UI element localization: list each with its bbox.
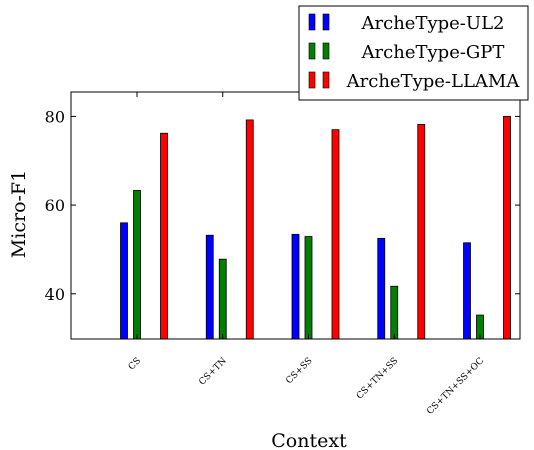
- legend-swatch-a: [308, 71, 316, 89]
- legend-entry-ArcheType-UL2: ArcheType-UL2: [308, 13, 505, 34]
- y-tick-labels: 40 60 80: [45, 107, 65, 303]
- legend-swatch-b: [322, 71, 330, 89]
- chart-marks: [120, 115, 511, 340]
- legend-label: ArcheType-GPT: [361, 42, 505, 63]
- bar-ArcheType-GPT-CS: [133, 190, 141, 340]
- y-tick-label-40: 40: [45, 285, 65, 304]
- bar-ArcheType-GPT-CS+TN+SS: [390, 285, 399, 340]
- legend-swatch-a: [308, 13, 316, 31]
- legend-label: ArcheType-LLAMA: [346, 71, 521, 92]
- y-axis-label: Micro-F1: [8, 170, 30, 258]
- bar-ArcheType-LLAMA-CS+TN+SS+OC: [503, 115, 511, 340]
- x-tick-label-CS+SS: CS+SS: [284, 356, 314, 386]
- legend-entry-ArcheType-LLAMA: ArcheType-LLAMA: [308, 71, 521, 92]
- x-axis-label: Context: [271, 430, 347, 450]
- x-tick-labels: CS CS+TN CS+SS CS+TN+SS CS+TN+SS+OC: [127, 356, 486, 417]
- x-tick-label-CS: CS: [127, 356, 143, 372]
- bar-ArcheType-UL2-CS+TN: [205, 234, 214, 340]
- y-tick-label-80: 80: [45, 107, 65, 126]
- x-tick-label-CS+TN: CS+TN: [197, 356, 229, 388]
- legend-swatch-b: [322, 42, 330, 60]
- legend-swatch-b: [322, 13, 330, 31]
- bar-ArcheType-GPT-CS+TN: [218, 258, 227, 340]
- legend-entry-ArcheType-GPT: ArcheType-GPT: [308, 42, 505, 63]
- bar-ArcheType-LLAMA-CS: [160, 132, 168, 340]
- bar-ArcheType-UL2-CS: [120, 222, 128, 340]
- plot-frame: [70, 91, 521, 340]
- legend-box: [298, 5, 529, 101]
- bar-ArcheType-LLAMA-CS+TN+SS: [417, 123, 426, 340]
- bar-ArcheType-UL2-CS+SS: [291, 233, 300, 340]
- x-tick-label-CS+TN+SS+OC: CS+TN+SS+OC: [425, 356, 486, 417]
- bar-ArcheType-LLAMA-CS+TN: [245, 119, 254, 340]
- bar-ArcheType-GPT-CS+SS: [304, 236, 313, 340]
- bar-ArcheType-UL2-CS+TN+SS+OC: [463, 242, 471, 340]
- x-tick-label-CS+TN+SS: CS+TN+SS: [355, 356, 400, 401]
- bar-ArcheType-UL2-CS+TN+SS: [377, 237, 386, 340]
- legend: ArcheType-UL2 ArcheType-GPT ArcheType-LLAM…: [298, 5, 529, 101]
- y-tick-label-60: 60: [45, 196, 65, 215]
- legend-label: ArcheType-UL2: [361, 13, 505, 34]
- bar-ArcheType-LLAMA-CS+SS: [331, 129, 340, 340]
- legend-swatch-a: [308, 42, 316, 60]
